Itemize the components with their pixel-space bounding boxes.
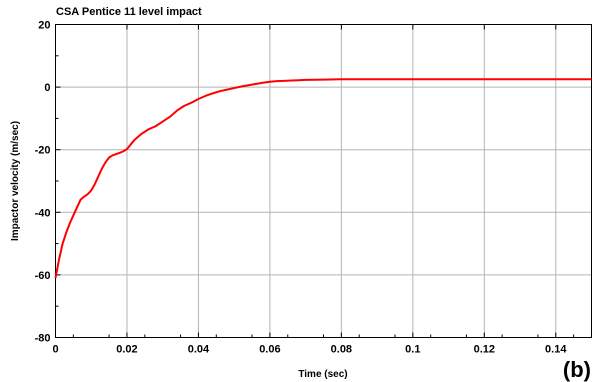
x-tick-label: 0.04 [188, 344, 210, 356]
panel-label: (b) [563, 357, 591, 382]
plot-area [55, 24, 592, 338]
x-tick-label: 0.08 [331, 344, 352, 356]
y-tick-label: -40 [35, 207, 51, 219]
x-tick-label: 0.14 [545, 344, 567, 356]
y-tick-label: -20 [35, 145, 51, 157]
x-tick-label: 0.02 [116, 344, 137, 356]
x-tick-label: 0 [52, 344, 58, 356]
x-tick-label: 0.06 [259, 344, 280, 356]
x-tick-labels: 0 0.02 0.04 0.06 0.08 0.1 0.12 0.14 [52, 344, 567, 356]
x-axis-label: Time (sec) [298, 369, 347, 380]
chart-title: CSA Pentice 11 level impact [56, 6, 202, 18]
y-tick-label: -60 [35, 270, 51, 282]
x-tick-label: 0.1 [405, 344, 420, 356]
y-axis-label: Impactor velocity (m/sec) [10, 121, 21, 241]
grid [55, 24, 592, 338]
x-tick-label: 0.12 [474, 344, 495, 356]
y-tick-label: 20 [38, 20, 50, 32]
plot-frame [55, 24, 592, 338]
y-tick-label: -80 [35, 333, 51, 345]
y-tick-label: 0 [44, 82, 50, 94]
series-line [54, 78, 592, 279]
series-layer [54, 78, 592, 279]
y-tick-labels: 20 0 -20 -40 -60 -80 [35, 20, 51, 345]
